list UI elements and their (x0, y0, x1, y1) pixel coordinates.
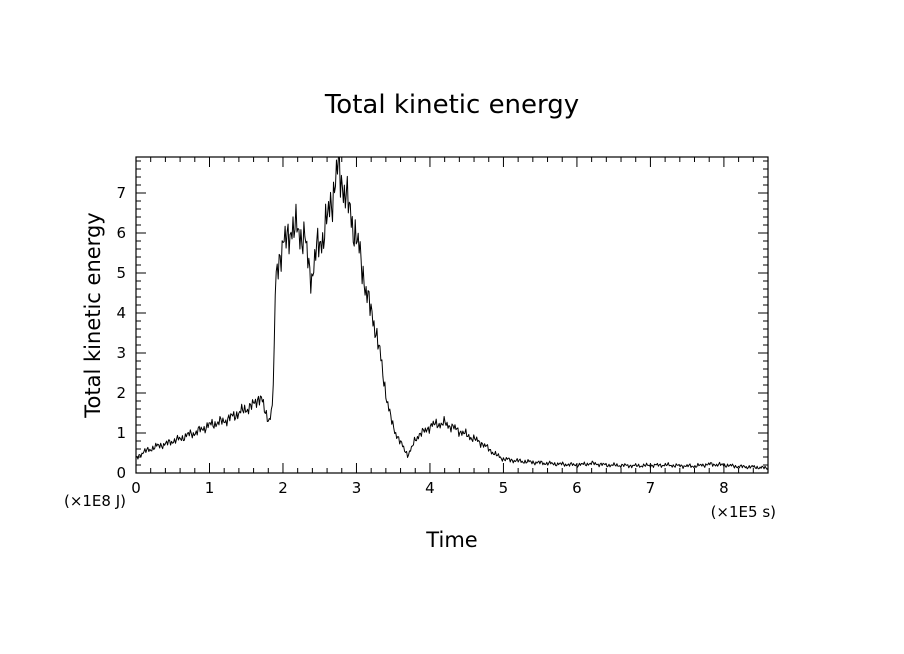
y-tick-label: 2 (116, 384, 126, 402)
chart-title: Total kinetic energy (324, 90, 579, 120)
x-unit-label: (×1E5 s) (711, 503, 776, 521)
y-unit-label: (×1E8 J) (64, 492, 126, 510)
y-tick-label: 4 (116, 304, 126, 322)
x-tick-label: 1 (205, 479, 215, 497)
x-tick-label: 8 (719, 479, 729, 497)
series-line-0 (135, 156, 769, 470)
x-tick-label: 0 (131, 479, 141, 497)
y-tick-label: 1 (116, 424, 126, 442)
y-tick-label: 0 (116, 464, 126, 482)
x-tick-label: 7 (646, 479, 656, 497)
x-tick-label: 4 (425, 479, 435, 497)
plot-frame (135, 156, 769, 474)
y-tick-label: 5 (116, 264, 126, 282)
y-tick-label: 3 (116, 344, 126, 362)
y-axis-label: Total kinetic energy (81, 212, 105, 418)
x-tick-label: 3 (352, 479, 362, 497)
y-tick-label: 6 (116, 224, 126, 242)
x-axis-label: Time (425, 528, 477, 552)
x-tick-label: 5 (499, 479, 509, 497)
series-group (135, 156, 769, 470)
axis-ticks: 0 1 2 3 4 5 6 7 8 0 1 2 3 4 5 6 7 (116, 157, 769, 497)
y-tick-label: 7 (116, 184, 126, 202)
x-tick-label: 6 (572, 479, 582, 497)
x-tick-label: 2 (278, 479, 288, 497)
